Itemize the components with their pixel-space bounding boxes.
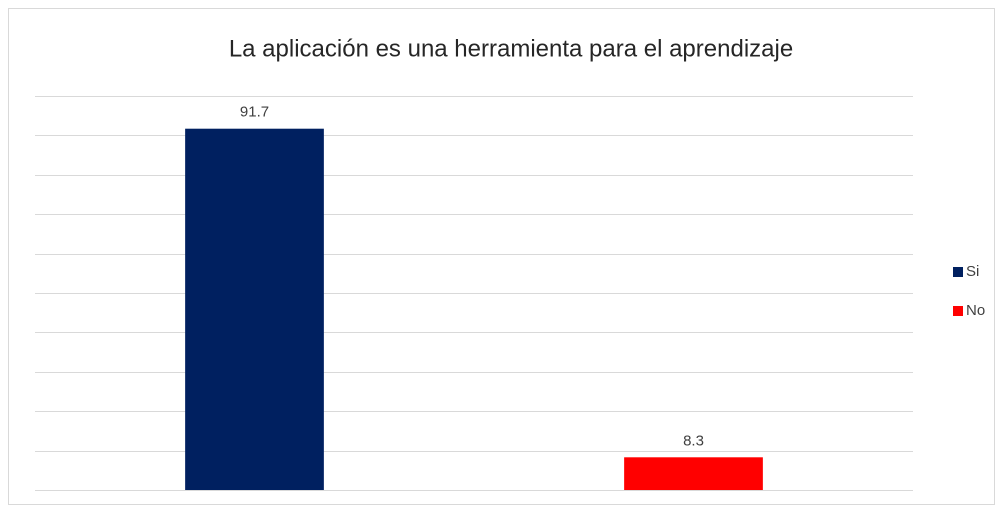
legend-label: No: [966, 302, 985, 319]
legend-swatch: [953, 267, 963, 277]
legend-swatch: [953, 306, 963, 316]
data-label: 8.3: [683, 432, 704, 449]
bar: [624, 457, 763, 490]
chart-title: La aplicación es una herramienta para el…: [229, 35, 793, 62]
legend-label: Si: [966, 263, 979, 280]
chart-border: [8, 8, 995, 505]
bar: [185, 128, 324, 490]
data-label: 91.7: [240, 104, 269, 121]
